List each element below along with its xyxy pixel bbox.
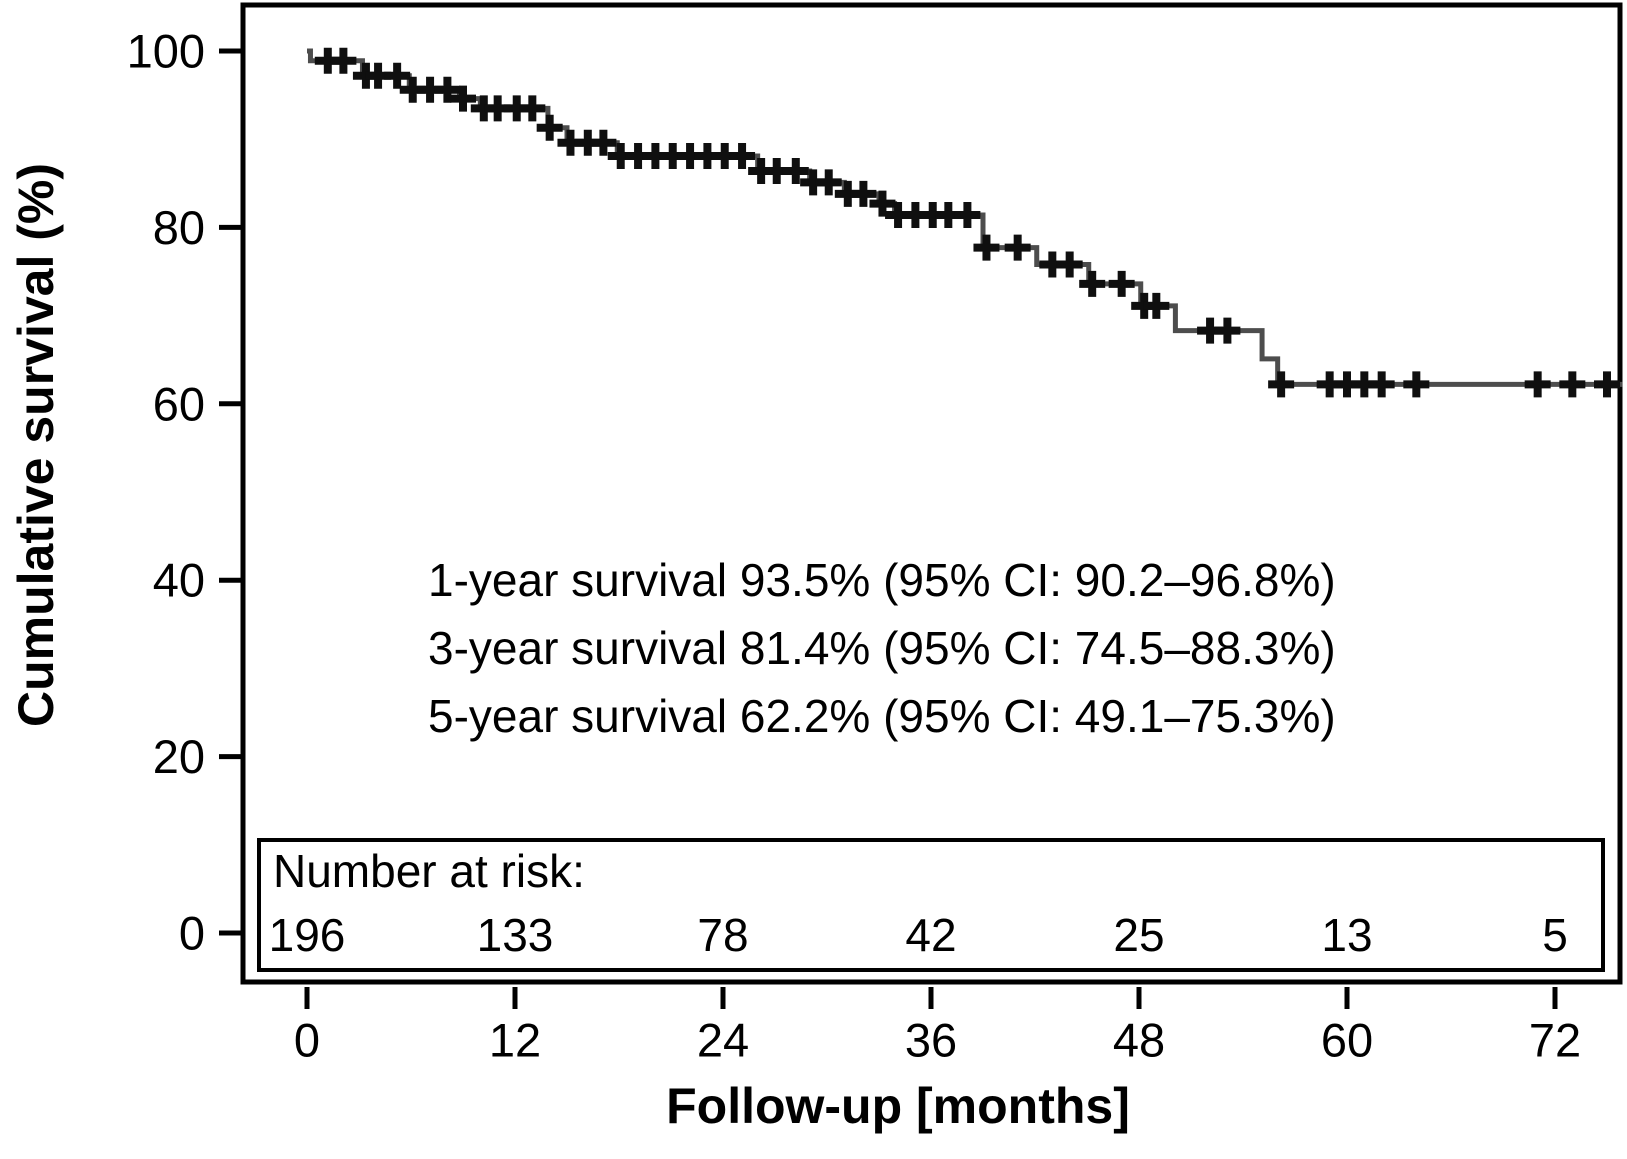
censor-mark xyxy=(782,157,809,184)
censor-mark xyxy=(450,85,476,112)
y-tick-label: 80 xyxy=(153,201,205,254)
x-tick-label: 24 xyxy=(697,1014,749,1067)
censor-mark xyxy=(869,190,896,217)
censor-mark xyxy=(1004,234,1031,261)
censor-mark xyxy=(1559,371,1586,398)
x-tick-label: 72 xyxy=(1529,1014,1581,1067)
censor-mark xyxy=(1403,371,1430,398)
y-tick-label: 100 xyxy=(127,25,205,78)
risk-count: 133 xyxy=(476,909,554,961)
censor-mark xyxy=(1079,270,1106,297)
risk-count: 5 xyxy=(1542,909,1568,961)
censor-mark xyxy=(850,180,877,207)
x-tick-label: 60 xyxy=(1321,1014,1373,1067)
survival-annotation: 1-year survival 93.5% (95% CI: 90.2–96.8… xyxy=(428,546,1336,750)
censor-mark xyxy=(1268,371,1295,398)
censor-mark xyxy=(1524,371,1551,398)
annotation-line-2: 3-year survival 81.4% (95% CI: 74.5–88.3… xyxy=(428,622,1336,674)
x-tick-label: 12 xyxy=(489,1014,541,1067)
risk-count: 78 xyxy=(697,909,749,961)
censor-mark xyxy=(1143,292,1170,319)
censor-mark xyxy=(1108,270,1135,297)
number-at-risk-box: Number at risk: 196 133 78 42 25 13 5 xyxy=(257,838,1605,972)
censor-mark xyxy=(330,47,357,74)
censor-mark xyxy=(519,95,546,122)
y-axis-title: Cumulative survival (%) xyxy=(8,162,64,728)
x-tick-label: 0 xyxy=(294,1014,320,1067)
censor-mark xyxy=(815,169,842,196)
risk-count: 13 xyxy=(1321,909,1373,961)
censor-mark xyxy=(1368,371,1395,398)
risk-count: 42 xyxy=(905,909,957,961)
x-axis-title: Follow-up [months] xyxy=(666,1078,1130,1134)
censor-mark xyxy=(954,202,981,229)
y-tick-label: 20 xyxy=(153,730,205,783)
y-tick-label: 60 xyxy=(153,377,205,430)
x-tick-label: 48 xyxy=(1113,1014,1165,1067)
risk-count: 25 xyxy=(1113,909,1165,961)
censor-mark xyxy=(590,129,617,156)
x-tick-label: 36 xyxy=(905,1014,957,1067)
y-tick-label: 40 xyxy=(153,554,205,607)
censor-mark xyxy=(434,76,461,103)
plot-frame xyxy=(240,2,1623,985)
number-at-risk-label: Number at risk: xyxy=(273,845,585,897)
annotation-line-1: 1-year survival 93.5% (95% CI: 90.2–96.8… xyxy=(428,554,1336,606)
censor-mark xyxy=(536,114,563,141)
censor-mark xyxy=(1594,371,1620,398)
annotation-line-3: 5-year survival 62.2% (95% CI: 49.1–75.3… xyxy=(428,690,1336,742)
censor-mark xyxy=(729,142,756,169)
censor-mark xyxy=(384,62,411,89)
censor-mark xyxy=(973,234,1000,261)
censor-mark xyxy=(1056,251,1083,278)
censor-mark xyxy=(1214,317,1241,344)
y-tick-label: 0 xyxy=(179,907,205,960)
risk-count: 196 xyxy=(268,909,346,961)
